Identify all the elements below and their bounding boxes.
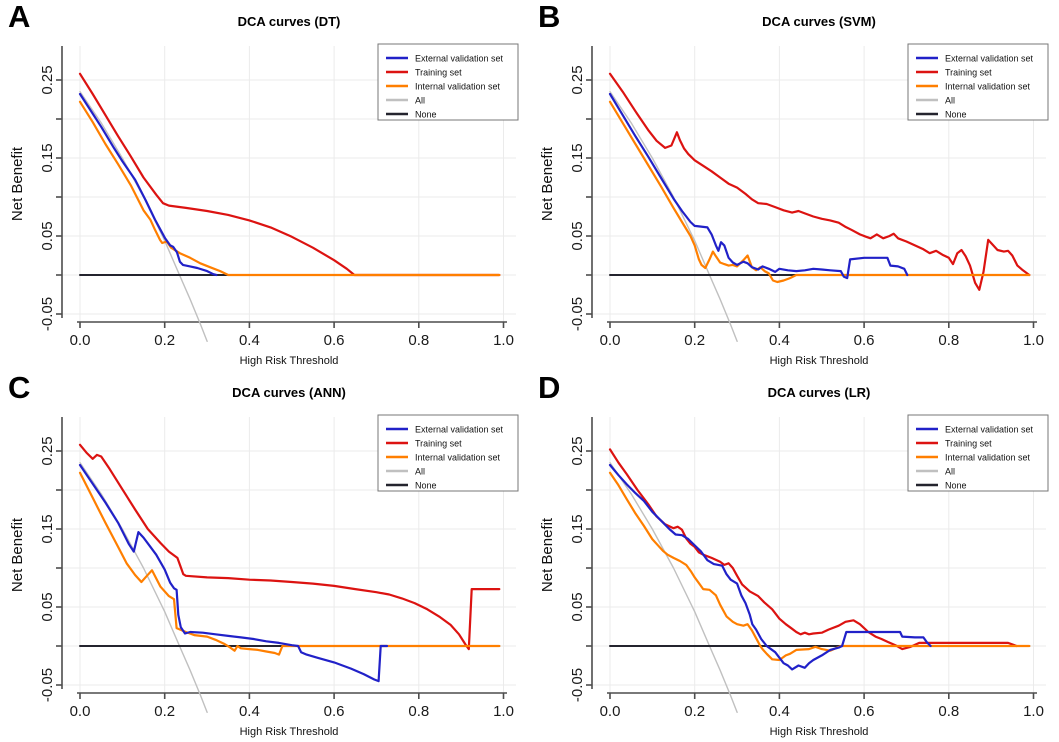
svg-text:0.2: 0.2	[684, 703, 705, 720]
svg-text:High Risk Threshold: High Risk Threshold	[240, 355, 339, 367]
svg-text:Net Benefit: Net Benefit	[9, 146, 26, 221]
svg-text:External validation set: External validation set	[415, 425, 504, 435]
svg-text:0.15: 0.15	[569, 514, 586, 543]
svg-text:0.2: 0.2	[684, 332, 705, 349]
svg-text:All: All	[945, 96, 955, 106]
svg-text:DCA curves (DT): DCA curves (DT)	[238, 14, 341, 29]
svg-text:0.6: 0.6	[324, 703, 345, 720]
svg-text:High Risk Threshold: High Risk Threshold	[770, 726, 869, 738]
panel-letter-d: D	[538, 370, 561, 405]
svg-text:DCA curves (LR): DCA curves (LR)	[768, 385, 871, 400]
svg-text:0.4: 0.4	[769, 703, 790, 720]
svg-text:0.15: 0.15	[569, 143, 586, 172]
svg-text:0.25: 0.25	[569, 436, 586, 465]
svg-text:0.8: 0.8	[938, 332, 959, 349]
svg-text:-0.05: -0.05	[39, 297, 56, 331]
svg-text:0.2: 0.2	[154, 332, 175, 349]
svg-text:-0.05: -0.05	[569, 297, 586, 331]
panel-svm: 0.0 0.2 0.4 0.6 0.8 1.0 -0.05 0.05 0.15 0.25 High …	[530, 0, 1059, 371]
svg-text:None: None	[415, 481, 437, 491]
svg-text:1.0: 1.0	[493, 332, 514, 349]
svg-text:0.2: 0.2	[154, 703, 175, 720]
svg-text:None: None	[415, 110, 437, 120]
svg-text:0.15: 0.15	[39, 143, 56, 172]
svg-text:0.0: 0.0	[600, 332, 621, 349]
svg-text:All: All	[415, 467, 425, 477]
svg-text:DCA curves (SVM): DCA curves (SVM)	[762, 14, 876, 29]
svg-text:-0.05: -0.05	[39, 668, 56, 702]
svg-text:0.05: 0.05	[569, 592, 586, 621]
svg-text:External validation set: External validation set	[415, 54, 504, 64]
svg-text:0.0: 0.0	[70, 703, 91, 720]
svg-text:0.4: 0.4	[769, 332, 790, 349]
dca-chart-svm: 0.0 0.2 0.4 0.6 0.8 1.0 -0.05 0.05 0.15 0.25 High …	[530, 0, 1059, 371]
svg-text:0.0: 0.0	[70, 332, 91, 349]
svg-text:1.0: 1.0	[1023, 703, 1044, 720]
dca-chart-lr: 0.0 0.2 0.4 0.6 0.8 1.0 -0.05 0.05 0.15 0.25 High …	[530, 371, 1059, 742]
svg-text:Internal validation set: Internal validation set	[415, 82, 501, 92]
svg-text:None: None	[945, 481, 967, 491]
svg-text:Internal validation set: Internal validation set	[415, 453, 501, 463]
dca-chart-ann: 0.0 0.2 0.4 0.6 0.8 1.0 -0.05 0.05 0.15 0.25 High …	[0, 371, 529, 742]
svg-text:Training set: Training set	[945, 439, 992, 449]
svg-text:External validation set: External validation set	[945, 54, 1034, 64]
svg-text:0.4: 0.4	[239, 332, 260, 349]
svg-text:DCA curves (ANN): DCA curves (ANN)	[232, 385, 346, 400]
panel-lr: 0.0 0.2 0.4 0.6 0.8 1.0 -0.05 0.05 0.15 0.25 High …	[530, 371, 1059, 742]
svg-text:Internal validation set: Internal validation set	[945, 453, 1031, 463]
svg-text:All: All	[945, 467, 955, 477]
svg-text:High Risk Threshold: High Risk Threshold	[770, 355, 869, 367]
svg-text:0.05: 0.05	[569, 221, 586, 250]
svg-text:0.25: 0.25	[39, 65, 56, 94]
svg-text:Internal validation set: Internal validation set	[945, 82, 1031, 92]
svg-text:0.6: 0.6	[854, 332, 875, 349]
svg-text:Training set: Training set	[415, 68, 462, 78]
svg-text:0.8: 0.8	[408, 332, 429, 349]
dca-chart-dt: 0.0 0.2 0.4 0.6 0.8 1.0 -0.05 0.05 0.15 0.25 High …	[0, 0, 529, 371]
svg-text:0.15: 0.15	[39, 514, 56, 543]
svg-text:0.25: 0.25	[39, 436, 56, 465]
svg-text:0.8: 0.8	[408, 703, 429, 720]
svg-text:Net Benefit: Net Benefit	[9, 517, 26, 592]
svg-text:0.6: 0.6	[324, 332, 345, 349]
svg-text:0.4: 0.4	[239, 703, 260, 720]
panel-letter-b: B	[538, 0, 561, 34]
panel-ann: 0.0 0.2 0.4 0.6 0.8 1.0 -0.05 0.05 0.15 0.25 High …	[0, 371, 529, 742]
svg-text:Training set: Training set	[415, 439, 462, 449]
svg-text:Training set: Training set	[945, 68, 992, 78]
svg-text:Net Benefit: Net Benefit	[539, 517, 556, 592]
svg-text:0.05: 0.05	[39, 592, 56, 621]
svg-text:-0.05: -0.05	[569, 668, 586, 702]
svg-text:None: None	[945, 110, 967, 120]
panel-letter-c: C	[8, 370, 31, 405]
svg-text:0.8: 0.8	[938, 703, 959, 720]
svg-text:High Risk Threshold: High Risk Threshold	[240, 726, 339, 738]
svg-text:1.0: 1.0	[493, 703, 514, 720]
panel-letter-a: A	[8, 0, 31, 34]
svg-text:0.0: 0.0	[600, 703, 621, 720]
svg-text:0.25: 0.25	[569, 65, 586, 94]
svg-text:External validation set: External validation set	[945, 425, 1034, 435]
svg-text:1.0: 1.0	[1023, 332, 1044, 349]
svg-text:0.6: 0.6	[854, 703, 875, 720]
svg-text:All: All	[415, 96, 425, 106]
svg-text:0.05: 0.05	[39, 221, 56, 250]
panel-dt: 0.0 0.2 0.4 0.6 0.8 1.0 -0.05 0.05 0.15 0.25 High …	[0, 0, 529, 371]
svg-text:Net Benefit: Net Benefit	[539, 146, 556, 221]
